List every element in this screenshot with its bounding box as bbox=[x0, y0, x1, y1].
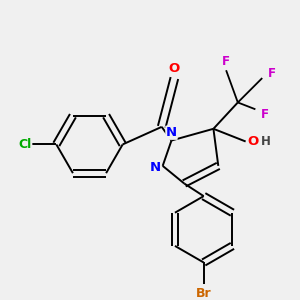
Text: N: N bbox=[166, 126, 177, 139]
Text: F: F bbox=[268, 67, 276, 80]
Text: H: H bbox=[261, 135, 271, 148]
Text: Cl: Cl bbox=[19, 138, 32, 151]
Text: Br: Br bbox=[196, 287, 212, 300]
Text: F: F bbox=[222, 55, 230, 68]
Text: O: O bbox=[169, 62, 180, 75]
Text: O: O bbox=[248, 135, 259, 148]
Text: F: F bbox=[261, 108, 269, 121]
Text: N: N bbox=[149, 161, 161, 174]
